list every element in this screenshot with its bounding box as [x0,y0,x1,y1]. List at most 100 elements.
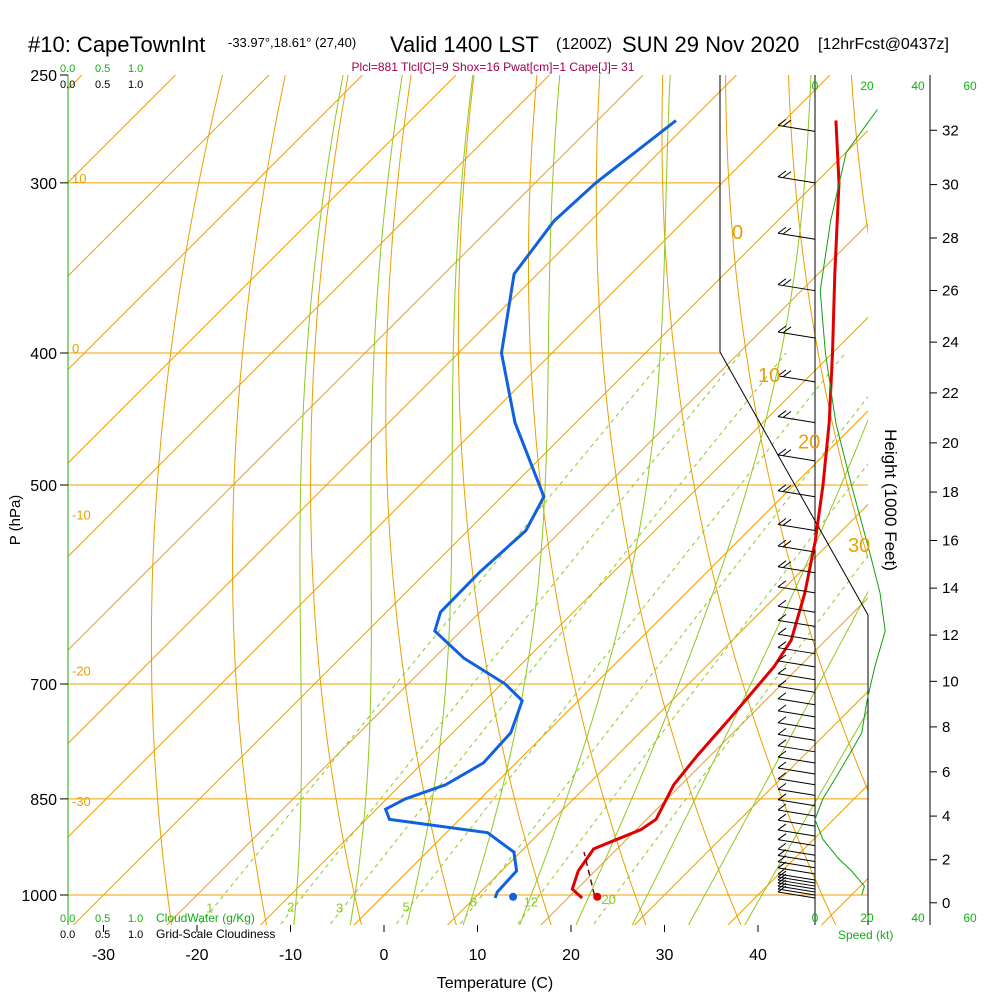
wind-barb-shaft [777,619,816,627]
wind-barb-flag [782,119,792,127]
height-tick-label: 6 [942,764,950,781]
wind-barb-shaft [777,839,816,847]
height-tick-label: 10 [942,673,959,690]
mixing-ratio-label: 5 [402,899,409,914]
wind-barb [777,823,816,837]
wind-barb-shaft [777,848,816,856]
mixing-ratio-label: 3 [336,901,343,916]
wind-barb-flag [777,278,787,286]
pressure-tick-label: 850 [30,792,57,809]
wind-barb-flag [782,171,792,179]
dry-adiabat-260 [232,75,286,925]
wind-barb [777,448,816,462]
speed-bottom-20: 20 [860,911,874,925]
wind-barb [777,118,816,132]
dry-adiabat-280 [385,75,457,925]
top-scale-black-2: 1.0 [128,79,143,91]
station-coords: -33.97°,18.61° (27,40) [228,35,356,50]
height-tick-label: 8 [942,719,950,736]
mixing-ratio-5 [396,352,846,925]
surface-dewpoint [509,892,518,901]
wind-barb-flag [777,580,787,588]
surface-temperature [593,892,602,901]
height-tick-label: 14 [942,580,959,597]
wind-barb [777,560,816,574]
height-tick-label: 0 [942,895,950,912]
temperature-tick-label: 20 [562,947,580,964]
wind-barb-flag [777,641,787,649]
isotherm--40 [68,75,831,838]
wind-barb-shaft [777,829,816,837]
wind-barb-shaft [777,745,816,753]
wind-barb [777,739,816,753]
wind-barb-flag [782,370,792,378]
wind-barb-shaft [777,722,816,730]
height-tick-label: 4 [942,808,950,825]
speed-top-60: 60 [963,79,977,93]
sounding-indices: Plcl=881 Tlcl[C]=9 Shox=16 Pwat[cm]=1 Ca… [352,60,635,74]
wind-barb-shaft [777,490,816,498]
isotherm--50 [68,75,737,745]
height-tick-label: 12 [942,627,959,644]
speed-top-0: 0 [812,79,819,93]
dry-adiabat-270 [310,75,362,925]
isotherm--30 [72,129,868,925]
height-tick-label: 20 [942,435,959,452]
wind-barb-shaft [777,733,816,741]
wind-barb-flag [782,227,792,235]
wind-barb-flag [777,739,787,747]
wind-barb-flag [782,540,792,548]
slant-frame [719,351,869,616]
pressure-tick-label: 500 [30,478,57,495]
wind-barb [777,704,816,718]
valid-time: Valid 1400 LST [390,32,539,57]
wind-barb-flag [777,870,787,878]
adiabat-label-right: 30 [848,535,870,557]
wind-barb-shaft [777,710,816,718]
mixing-ratio-1 [200,352,669,925]
wind-barb-flag [782,561,792,568]
wind-barb [777,484,816,498]
wind-barb-shaft [777,633,816,641]
moist-adiabat-5 [575,75,812,925]
height-tick-label: 16 [942,532,959,549]
wind-barb-shaft [777,698,816,706]
moist-adiabat-8 [744,709,868,925]
cloud-water-label: CloudWater (g/Kg) [156,911,255,925]
wind-barb-shaft [777,861,816,869]
adiabat-label-right: 0 [732,222,743,244]
wind-barb-flag [777,793,787,801]
pressure-tick-label: 250 [30,68,57,85]
top-scale-black-0: 0.0 [60,79,75,91]
isotherm-50 [820,877,868,925]
temperature-tick-label: -20 [185,947,208,964]
station-title: #10: CapeTownInt [28,32,205,57]
mixing-ratio-label: 12 [524,895,538,910]
isotherm-20 [540,597,868,925]
wind-barb-shaft [777,756,816,764]
wind-barb [777,692,816,706]
x-axis-title: Temperature (C) [437,975,553,992]
temperature-tick-label: -10 [279,947,302,964]
adiabat-label-left: -30 [72,794,91,809]
wind-barb-shaft [777,888,816,896]
temperature-tick-label: 30 [656,947,674,964]
wind-barb-shaft [777,809,816,817]
wind-barb-shaft [777,524,816,532]
wind-barb-flag [777,560,787,568]
wind-barb-flag [777,761,787,769]
wind-barb [777,861,816,875]
wind-barb-shaft [777,284,816,292]
wind-barb-shaft [777,545,816,553]
wind-barb [777,627,816,641]
wind-barb [777,842,816,856]
mixing-ratio-8 [459,396,868,925]
wind-barbs [777,118,816,899]
wind-barb-flag [777,716,787,724]
mixing-ratio-label: 8 [470,895,477,910]
wind-barb [777,813,816,827]
wind-barb-shaft [777,454,816,462]
wind-barb-shaft [777,873,816,881]
